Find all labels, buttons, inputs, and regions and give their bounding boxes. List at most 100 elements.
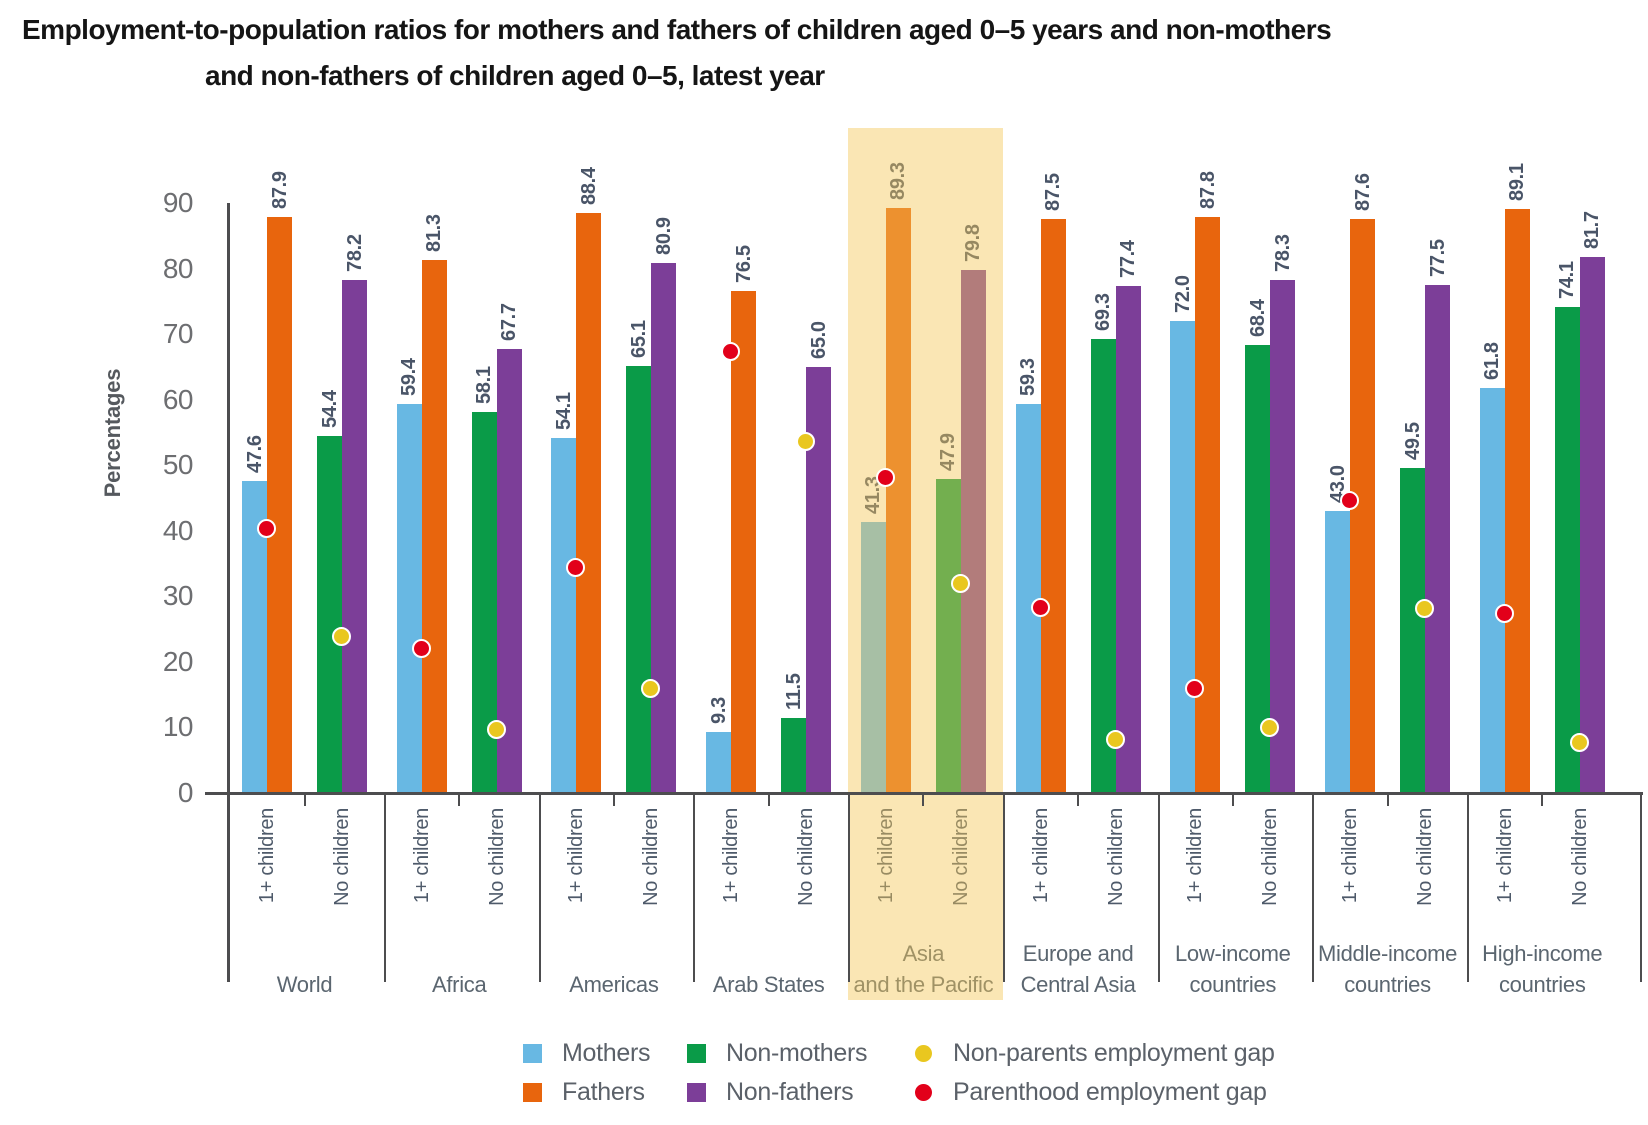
parenthood-gap-dot [566, 558, 586, 578]
legend-item: Parenthood employment gap [914, 1077, 1267, 1106]
legend-square-marker [523, 1043, 542, 1063]
subgroup-label-no-children: No children [640, 808, 663, 906]
bar-non-mothers [626, 366, 652, 793]
region-label: Arab States [712, 972, 825, 997]
non-parents-gap-dot [950, 573, 970, 593]
y-tick-label: 50 [162, 449, 194, 481]
subgroup-label-no-children: No children [1568, 808, 1591, 906]
region-label: Asia and the Pacific [853, 941, 994, 997]
legend-item: Non-fathers [687, 1077, 854, 1106]
parenthood-gap-dot [411, 639, 431, 659]
bar-value-label: 88.4 [577, 167, 600, 206]
legend-label: Parenthood employment gap [953, 1077, 1267, 1106]
bar-fathers [885, 207, 911, 793]
subgroup-label-no-children: No children [1414, 808, 1437, 906]
parenthood-gap-dot [721, 342, 741, 362]
bar-value-label: 54.4 [318, 390, 341, 429]
bar-mothers [1170, 320, 1196, 793]
subgroup-label-1plus-children: 1+ children [410, 808, 433, 904]
pair-divider-tick [303, 793, 306, 806]
subgroup-label-no-children: No children [1259, 808, 1282, 906]
group-separator [384, 793, 386, 982]
bar-mothers [706, 732, 732, 793]
legend-label: Non-fathers [726, 1077, 854, 1106]
pair-divider-tick [612, 793, 615, 806]
bar-mothers [860, 522, 886, 793]
region-label: Europe and Central Asia [1020, 941, 1136, 997]
y-tick-label: 0 [177, 777, 194, 808]
non-parents-gap-dot [641, 679, 661, 699]
parenthood-gap-dot [875, 468, 895, 488]
legend-item: Fathers [523, 1078, 645, 1106]
bar-non-fathers [1270, 279, 1296, 793]
parenthood-gap-dot [1185, 679, 1205, 699]
legend-item: Non-mothers [687, 1039, 868, 1067]
non-parents-gap-dot [1569, 733, 1589, 753]
bar-non-mothers [1090, 338, 1116, 793]
bar-value-label: 59.3 [1017, 358, 1040, 397]
subgroup-label-1plus-children: 1+ children [720, 808, 743, 904]
legend-label: Non-parents employment gap [953, 1038, 1275, 1067]
legend-square-marker [687, 1043, 706, 1063]
y-axis-label: Percentages [100, 368, 125, 498]
bar-value-label: 54.1 [552, 392, 575, 431]
bar-fathers [576, 213, 602, 793]
bar-value-label: 76.5 [732, 245, 755, 284]
bar-value-label: 80.9 [652, 216, 675, 255]
pair-divider-tick [922, 793, 925, 806]
pair-divider-tick [767, 793, 770, 806]
non-parents-gap-dot [486, 720, 506, 740]
legend-item: Non-parents employment gap [914, 1038, 1275, 1067]
bar-value-label: 59.4 [398, 357, 421, 396]
region-label: Americas [569, 972, 659, 997]
bar-value-label: 65.0 [807, 321, 830, 359]
bar-value-label: 49.5 [1401, 422, 1424, 461]
bar-value-label: 74.1 [1556, 261, 1579, 300]
bar-value-label: 9.3 [707, 697, 730, 725]
group-separator [1312, 793, 1315, 982]
region-label: Africa [432, 972, 487, 997]
y-tick-label: 60 [162, 383, 194, 415]
region-label: Middle-income countries [1317, 941, 1458, 997]
subgroup-label-1plus-children: 1+ children [1184, 808, 1207, 904]
group-separator [848, 793, 851, 982]
bar-non-mothers [1554, 307, 1580, 793]
non-parents-gap-dot [796, 432, 816, 452]
bar-value-label: 69.3 [1092, 292, 1115, 331]
bar-value-label: 61.8 [1481, 342, 1504, 380]
group-separator [1157, 793, 1160, 982]
group-separator [538, 793, 541, 982]
group-separator [1640, 793, 1642, 982]
subgroup-label-no-children: No children [485, 808, 508, 906]
bar-non-fathers [1425, 284, 1451, 793]
chart-title-line-2: and non-fathers of children aged 0–5, la… [205, 60, 825, 91]
subgroup-label-no-children: No children [1104, 808, 1127, 906]
region-label: High-income countries [1482, 941, 1603, 997]
legend-label: Mothers [562, 1038, 651, 1067]
bar-non-fathers [496, 349, 522, 793]
bar-mothers [1479, 387, 1505, 793]
subgroup-label-1plus-children: 1+ children [1029, 808, 1052, 904]
bar-value-label: 87.5 [1042, 173, 1065, 212]
subgroup-label-1plus-children: 1+ children [565, 808, 588, 904]
bar-non-fathers [1579, 257, 1605, 793]
bar-fathers [1195, 217, 1221, 793]
bar-value-label: 72.0 [1171, 275, 1194, 313]
parenthood-gap-dot [257, 518, 276, 538]
bar-mothers [551, 438, 577, 793]
bar-non-fathers [806, 366, 832, 793]
y-tick-label: 80 [162, 252, 194, 284]
parenthood-gap-dot [1494, 604, 1514, 624]
bar-value-label: 47.6 [243, 435, 266, 473]
bar-value-label: 87.8 [1196, 171, 1219, 210]
group-separator [693, 793, 696, 982]
bar-value-label: 77.4 [1117, 239, 1140, 278]
bar-value-label: 65.1 [627, 320, 650, 359]
pair-divider-tick [1231, 793, 1234, 806]
bar-non-fathers [342, 280, 367, 793]
group-separator [1002, 793, 1005, 982]
subgroup-label-no-children: No children [331, 808, 353, 906]
subgroup-label-no-children: No children [795, 808, 818, 906]
bar-fathers [731, 291, 757, 793]
region-label: World [276, 972, 333, 997]
